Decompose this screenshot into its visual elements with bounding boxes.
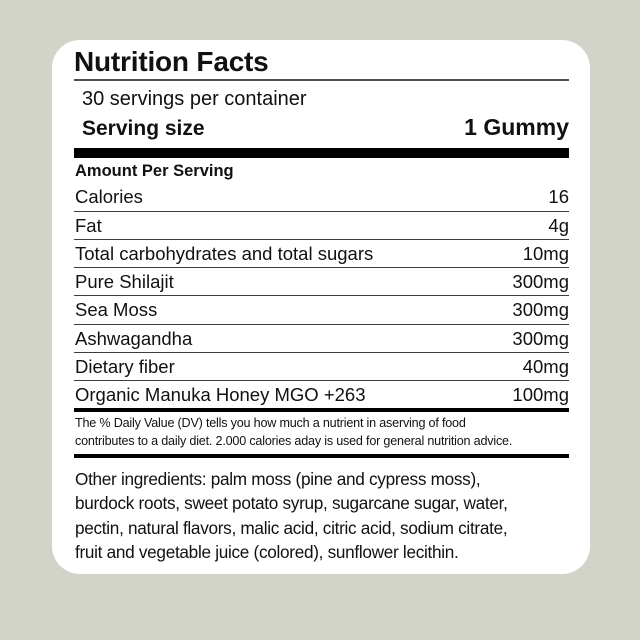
nutrient-name: Fat <box>75 214 102 236</box>
nutrient-row: Sea Moss 300mg <box>74 296 569 325</box>
nutrition-label-card: Nutrition Facts 30 servings per containe… <box>52 40 590 574</box>
nutrient-row: Ashwagandha 300mg <box>74 325 569 353</box>
nutrient-name: Calories <box>75 186 143 208</box>
nutrient-name: Dietary fiber <box>75 355 175 377</box>
nutrient-value: 300mg <box>512 271 569 293</box>
nutrient-row: Calories 16 <box>74 183 569 212</box>
nutrient-value: 16 <box>548 186 569 208</box>
footnote-top-divider <box>74 408 569 413</box>
nutrient-value: 4g <box>548 214 569 236</box>
ingredients-line-4: fruit and vegetable juice (colored), sun… <box>75 542 459 562</box>
footnote-line-1: The % Daily Value (DV) tells you how muc… <box>75 416 466 431</box>
nutrient-value: 100mg <box>512 384 569 406</box>
nutrient-row: Pure Shilajit 300mg <box>74 268 569 297</box>
serving-size-row: Serving size 1 Gummy <box>82 114 569 141</box>
footnote-bottom-divider <box>74 453 569 458</box>
nutrient-name: Total carbohydrates and total sugars <box>75 242 374 264</box>
ingredients-line-3: pectin, natural flavors, malic acid, cit… <box>75 517 508 538</box>
nutrient-value: 10mg <box>522 242 569 264</box>
nutrient-name: Organic Manuka Honey MGO +263 <box>75 384 366 406</box>
title-divider <box>74 79 569 82</box>
servings-per-container: 30 servings per container <box>82 88 307 111</box>
serving-size-label: Serving size <box>82 117 205 141</box>
amount-per-serving-heading: Amount Per Serving <box>75 162 234 181</box>
nutrient-row: Fat 4g <box>74 212 569 240</box>
nutrient-rows: Calories 16 Fat 4g Total carbohydrates a… <box>74 183 569 408</box>
ingredients-line-1: Other ingredients: palm moss (pine and c… <box>75 468 481 489</box>
daily-value-footnote: The % Daily Value (DV) tells you how muc… <box>74 412 569 453</box>
nutrient-name: Ashwagandha <box>75 327 193 349</box>
other-ingredients: Other ingredients: palm moss (pine and c… <box>75 467 569 565</box>
label-title: Nutrition Facts <box>74 46 269 77</box>
nutrient-row: Total carbohydrates and total sugars 10m… <box>74 240 569 269</box>
nutrient-name: Sea Moss <box>75 299 158 321</box>
nutrient-row: Dietary fiber 40mg <box>74 353 569 382</box>
nutrient-name: Pure Shilajit <box>75 271 174 293</box>
nutrient-row: Organic Manuka Honey MGO +263 100mg <box>74 381 569 408</box>
serving-size-value: 1 Gummy <box>464 114 569 141</box>
nutrient-value: 300mg <box>512 327 569 349</box>
footnote-line-2: contributes to a daily diet. 2.000 calor… <box>75 433 513 448</box>
thick-divider <box>74 148 569 159</box>
nutrient-value: 300mg <box>512 299 569 321</box>
ingredients-line-2: burdock roots, sweet potato syrup, sugar… <box>75 493 508 514</box>
nutrient-value: 40mg <box>522 355 569 377</box>
